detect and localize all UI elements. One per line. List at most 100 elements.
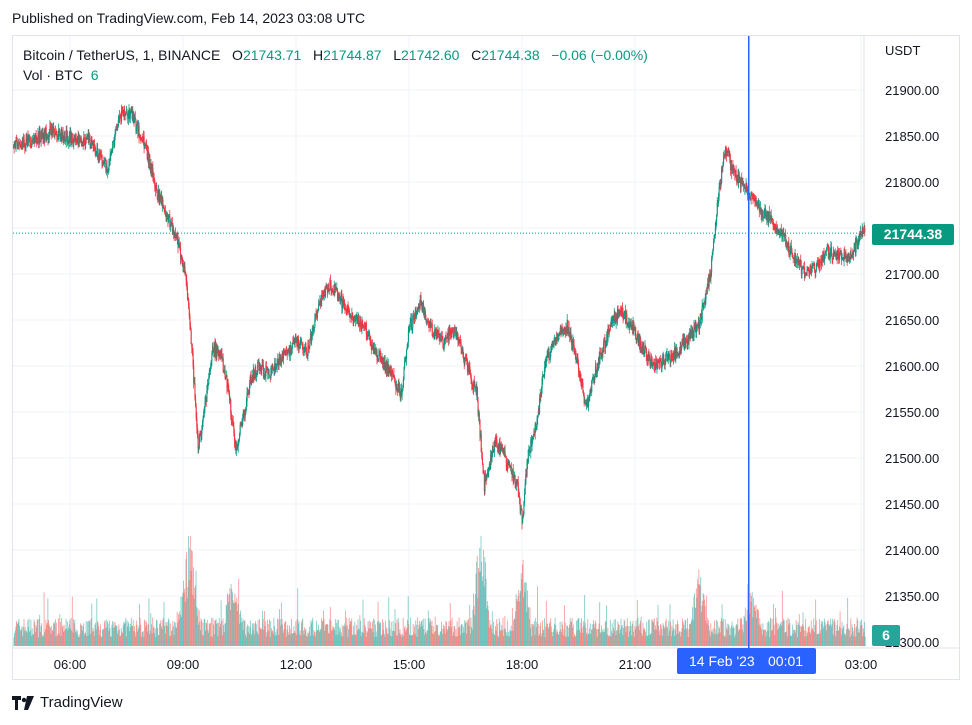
volume-bar: [281, 618, 283, 646]
volume-bar: [260, 629, 262, 646]
candle-body: [586, 402, 588, 407]
candle-body: [235, 445, 237, 450]
candle-body: [434, 329, 436, 335]
volume-bar: [682, 618, 683, 646]
volume-bar: [245, 636, 247, 646]
candle-body: [527, 449, 529, 463]
candle-body: [116, 127, 118, 130]
volume-bar: [129, 627, 131, 646]
candle-body: [729, 152, 731, 161]
volume-bar: [346, 625, 348, 646]
candle-body: [173, 228, 175, 234]
volume-bar: [261, 628, 263, 646]
candle-body: [363, 326, 366, 328]
candle-body: [726, 153, 728, 157]
volume-bar: [14, 633, 16, 646]
volume-bar: [488, 627, 490, 646]
candle-body: [739, 178, 741, 180]
candle-body: [412, 315, 414, 328]
volume-bar: [833, 620, 835, 646]
candle-body: [717, 202, 719, 204]
volume-bar: [538, 635, 540, 646]
candle-body: [173, 233, 175, 236]
candle-body: [461, 349, 463, 351]
volume-bar: [779, 626, 781, 646]
candle-body: [112, 141, 114, 150]
volume-bar: [581, 618, 582, 646]
candle-body: [854, 243, 856, 247]
volume-bar: [640, 620, 641, 646]
candle-body: [62, 131, 64, 141]
candle-body: [486, 473, 488, 479]
price-tick-label: 21400.00: [885, 543, 939, 558]
candle-body: [422, 302, 425, 312]
volume-bar: [388, 620, 390, 646]
candle-body: [215, 344, 217, 357]
candle-body: [514, 474, 516, 483]
volume-bar: [377, 601, 379, 646]
candle-body: [392, 374, 394, 378]
candle-body: [482, 464, 484, 473]
candle-body: [727, 148, 729, 151]
candle-body: [712, 242, 715, 250]
change-value: −0.06 (−0.00%): [551, 47, 648, 63]
volume-bar: [481, 581, 483, 646]
chart-frame[interactable]: [12, 35, 960, 680]
candle-body: [473, 381, 475, 389]
volume-bar: [266, 632, 268, 646]
footer-brand[interactable]: TradingView: [12, 694, 123, 711]
candle-body: [696, 324, 698, 333]
candle-body: [599, 353, 602, 354]
candle-body: [810, 272, 813, 274]
volume-bar: [155, 636, 157, 646]
volume-bar: [363, 632, 365, 646]
volume-bar: [458, 617, 460, 646]
price-tick-label: 21600.00: [885, 359, 939, 374]
candle-body: [660, 358, 662, 363]
candle-body: [812, 264, 814, 266]
volume-bar: [311, 623, 312, 646]
volume-bar: [319, 628, 321, 646]
candle-body: [171, 223, 173, 232]
volume-bar: [631, 623, 633, 646]
volume-bar: [364, 625, 366, 646]
volume-bar: [835, 630, 837, 646]
candle-body: [485, 475, 487, 480]
volume-bar: [719, 628, 721, 646]
candle-body: [212, 346, 214, 353]
candle-body: [427, 320, 429, 322]
volume-bar: [370, 628, 372, 646]
candle-body: [757, 206, 759, 207]
volume-bar: [716, 634, 718, 646]
candle-body: [68, 142, 70, 144]
candle-body: [99, 151, 101, 155]
candle-body: [798, 262, 801, 265]
volume-bar: [238, 578, 240, 646]
volume-bar: [581, 627, 583, 646]
volume-bar: [113, 622, 115, 646]
volume-bar: [70, 617, 72, 646]
candle-body: [188, 299, 190, 309]
candle-body: [697, 324, 699, 329]
volume-bar: [254, 623, 256, 646]
candle-body: [851, 255, 853, 258]
candle-body: [66, 130, 68, 136]
candle-body: [376, 350, 378, 361]
volume-bar: [745, 620, 747, 646]
volume-bar: [149, 630, 151, 646]
candle-body: [108, 161, 110, 171]
candle-body: [672, 355, 674, 359]
candle-body: [220, 353, 222, 356]
volume-bar: [445, 621, 447, 646]
candle-body: [329, 280, 331, 290]
volume-bar: [511, 631, 513, 646]
volume-bar: [680, 632, 682, 646]
volume-bar: [562, 624, 564, 646]
volume-bar: [96, 598, 98, 646]
volume-bar: [21, 626, 23, 646]
volume-bar: [465, 621, 467, 646]
volume-bar: [551, 631, 553, 646]
volume-bar: [688, 624, 690, 646]
volume-bar: [552, 631, 554, 646]
